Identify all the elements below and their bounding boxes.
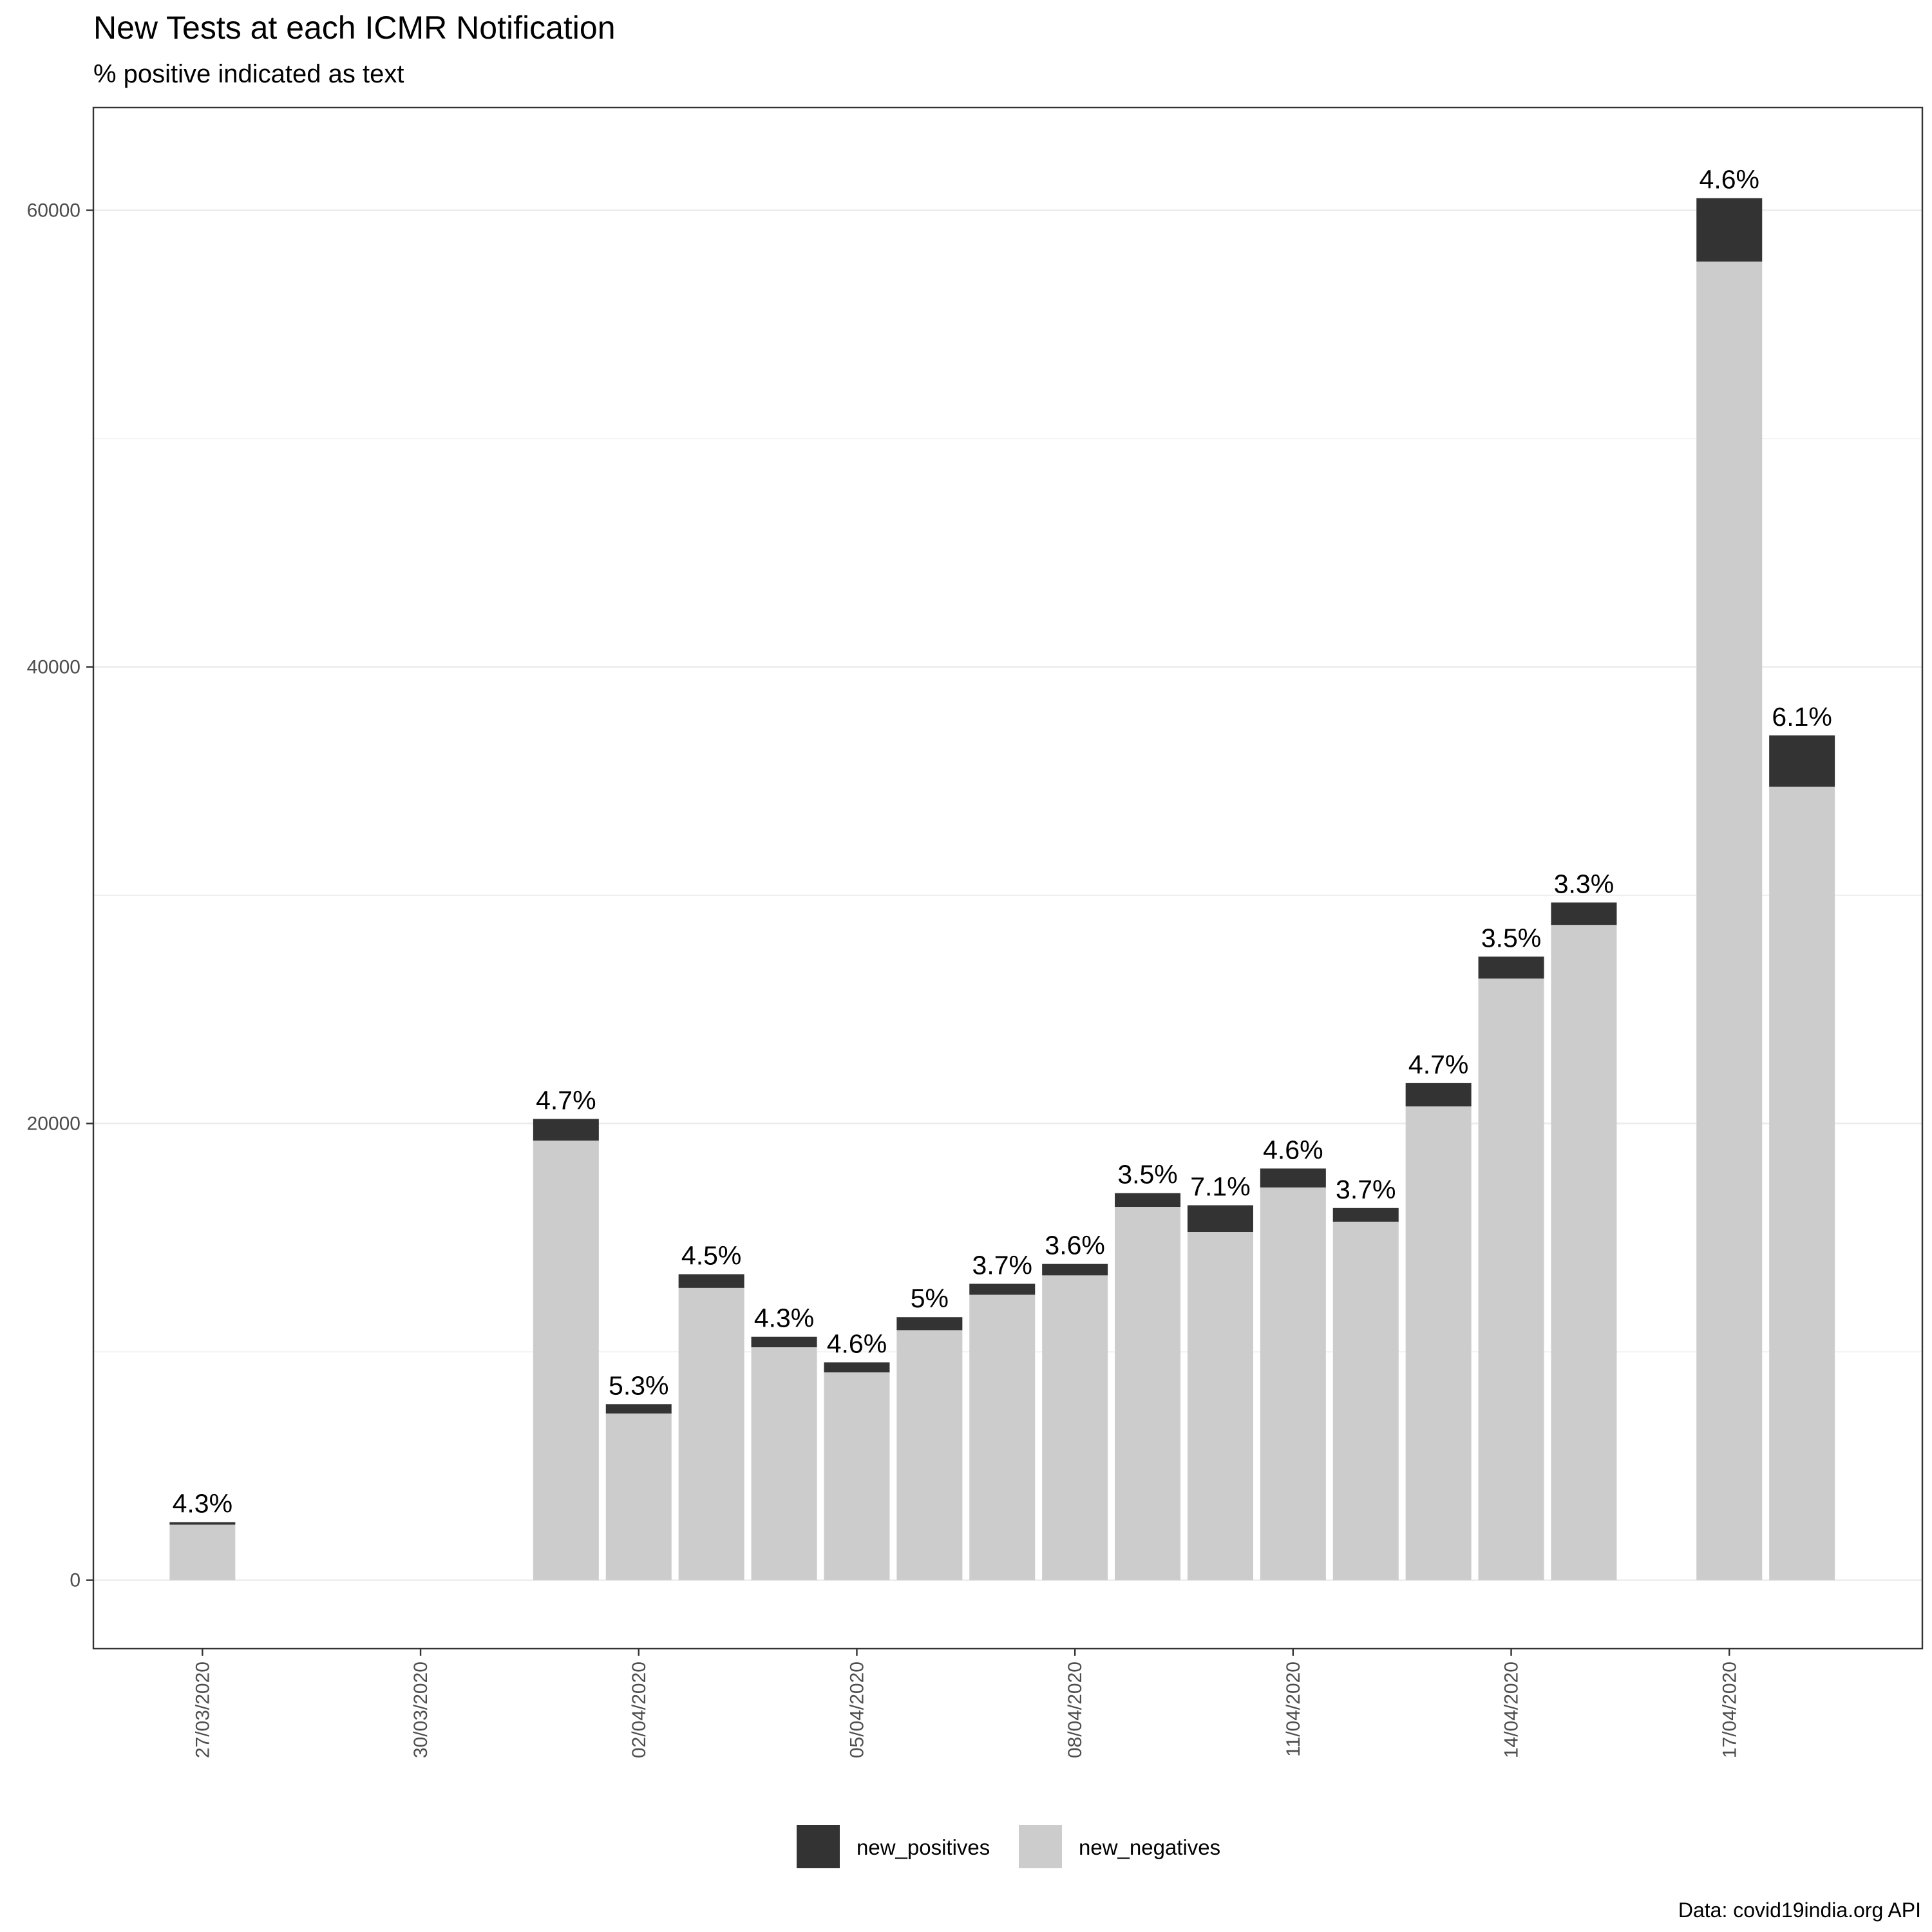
bar-new-negatives: [824, 1372, 890, 1580]
bar-new-negatives: [678, 1287, 744, 1580]
bar-new-positives: [678, 1274, 744, 1288]
bar-new-negatives: [1405, 1106, 1472, 1580]
bar-new-negatives: [1696, 261, 1763, 1580]
bar-new-positives: [969, 1283, 1036, 1295]
bar-percent-label: 7.1%: [1190, 1172, 1250, 1202]
bar-new-negatives: [1478, 978, 1544, 1580]
bar-new-negatives: [1332, 1222, 1399, 1580]
x-tick-label: 02/04/2020: [629, 1662, 650, 1758]
bar-new-negatives: [1115, 1207, 1181, 1580]
bar-new-negatives: [1042, 1275, 1108, 1580]
y-axis: 0 20000 40000 60000: [27, 200, 93, 1591]
legend: new_positives new_negatives: [797, 1825, 1220, 1868]
bar-new-negatives: [1260, 1187, 1326, 1580]
chart-title: New Tests at each ICMR Notification: [93, 10, 616, 46]
y-tick-label: 40000: [27, 657, 80, 678]
bar-new-positives: [169, 1522, 236, 1525]
bar-new-positives: [605, 1404, 672, 1414]
x-tick-label: 30/03/2020: [410, 1662, 431, 1758]
bar-percent-label: 3.7%: [972, 1250, 1032, 1280]
bar-new-positives: [1769, 735, 1835, 787]
bar-new-positives: [896, 1317, 963, 1331]
x-tick-label: 05/04/2020: [846, 1662, 867, 1758]
bar-new-negatives: [751, 1347, 817, 1580]
bar-percent-label: 4.6%: [1700, 165, 1759, 194]
bar-percent-label: 3.7%: [1336, 1175, 1396, 1204]
bar-percent-label: 4.6%: [827, 1329, 887, 1358]
bar-new-negatives: [969, 1294, 1036, 1580]
y-tick-label: 0: [70, 1570, 80, 1591]
bar-new-negatives: [1187, 1232, 1253, 1580]
x-tick-label: 14/04/2020: [1501, 1662, 1522, 1758]
bar-percent-label: 4.6%: [1263, 1135, 1323, 1164]
x-axis: 27/03/2020 30/03/2020 02/04/2020 05/04/2020…: [192, 1649, 1740, 1758]
x-tick-label: 27/03/2020: [192, 1662, 213, 1758]
bar-new-positives: [1260, 1168, 1326, 1188]
bar-percent-label: 3.6%: [1045, 1231, 1104, 1260]
legend-label-new-negatives: new_negatives: [1079, 1835, 1220, 1859]
chart-caption: Data: covid19india.org API: [1678, 1899, 1921, 1922]
legend-label-new-positives: new_positives: [857, 1835, 990, 1859]
bar-new-positives: [1551, 902, 1617, 925]
bar-labels: 4.3% 4.7% 5.3% 4.5% 4.3% 4.6% 5% 3.7% 3.6% 3.5% 7.…: [173, 165, 1832, 1519]
x-tick-label: 11/04/2020: [1283, 1662, 1304, 1757]
bar-percent-label: 5%: [911, 1283, 949, 1313]
bars: [169, 198, 1835, 1580]
bar-new-negatives: [533, 1141, 599, 1580]
bar-percent-label: 6.1%: [1772, 702, 1832, 732]
bar-new-positives: [1332, 1208, 1399, 1222]
bar-percent-label: 3.3%: [1554, 869, 1614, 898]
bar-new-positives: [1187, 1205, 1253, 1233]
bar-new-negatives: [1551, 925, 1617, 1580]
y-tick-label: 60000: [27, 200, 80, 222]
bar-new-positives: [533, 1119, 599, 1141]
bar-new-positives: [1115, 1193, 1181, 1208]
bar-percent-label: 4.7%: [1408, 1050, 1468, 1079]
plot-border: [92, 106, 1924, 1650]
bar-percent-label: 3.5%: [1117, 1160, 1177, 1189]
bar-new-positives: [1042, 1264, 1108, 1276]
bar-new-negatives: [169, 1524, 236, 1580]
chart-subtitle: % positive indicated as text: [93, 60, 404, 88]
bar-percent-label: 4.7%: [536, 1086, 596, 1115]
bar-percent-label: 3.5%: [1481, 923, 1541, 952]
bar-new-positives: [1696, 198, 1763, 262]
bar-percent-label: 4.3%: [173, 1489, 232, 1519]
bar-new-negatives: [1769, 786, 1835, 1580]
legend-key-new-negatives: [1019, 1825, 1062, 1868]
legend-key-new-positives: [797, 1825, 840, 1868]
bar-new-negatives: [896, 1330, 963, 1580]
bar-new-positives: [1478, 956, 1544, 979]
bar-percent-label: 4.5%: [681, 1241, 741, 1271]
bar-new-negatives: [605, 1413, 672, 1580]
x-tick-label: 17/04/2020: [1719, 1662, 1740, 1758]
bar-percent-label: 5.3%: [609, 1370, 668, 1400]
x-tick-label: 08/04/2020: [1065, 1662, 1086, 1758]
bar-new-positives: [1405, 1083, 1472, 1107]
bar-percent-label: 4.3%: [754, 1303, 814, 1333]
y-tick-label: 20000: [27, 1113, 80, 1135]
bar-new-positives: [751, 1336, 817, 1348]
bar-new-positives: [824, 1362, 890, 1373]
